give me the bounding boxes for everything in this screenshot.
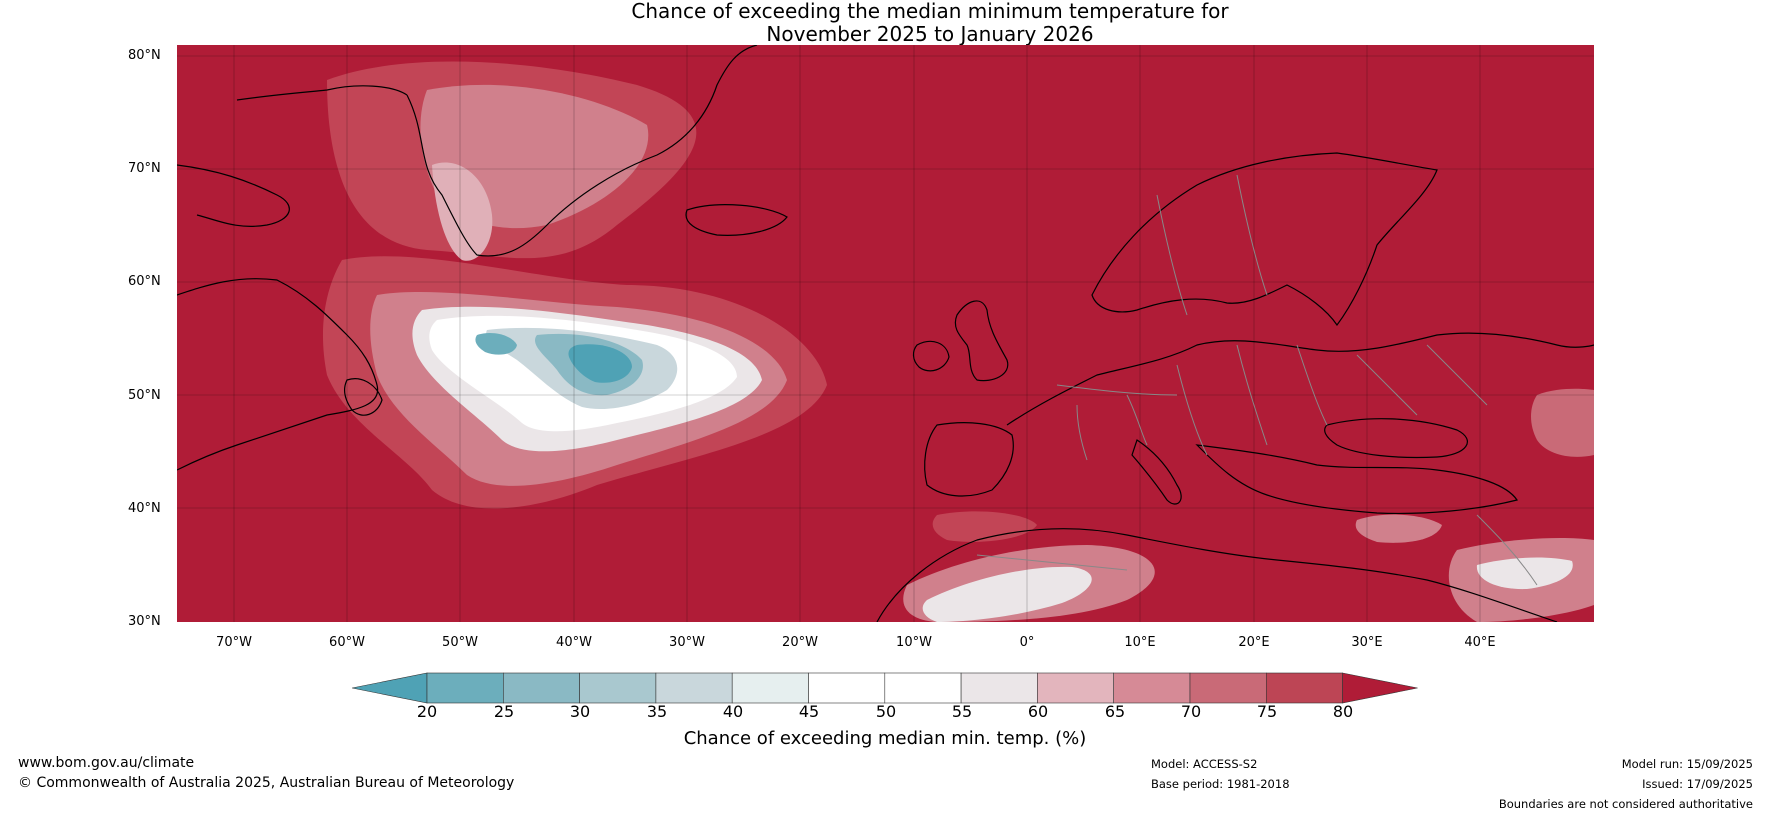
coast-uk [954,300,1009,382]
coast-scandinavia [1091,152,1438,327]
title-line-2: November 2025 to January 2026 [766,22,1094,46]
footer-website: www.bom.gov.au/climate [18,755,195,771]
lon-label-20w: 20°W [782,635,818,650]
lon-label-40e: 40°E [1464,635,1496,650]
lat-label-70n: 70°N [128,161,161,176]
graticule [177,45,1594,622]
coast-balkans-turkey [1195,444,1518,515]
probability-zone-mideast-white [1476,557,1573,590]
colorbar-segment [1037,672,1115,704]
coast-labrador [177,278,379,471]
colorbar [352,672,1418,704]
lon-label-40w: 40°W [556,635,592,650]
coast-iberia [924,422,1014,497]
colorbar-segment [1113,672,1191,704]
coast-black-sea [1324,418,1468,459]
coast-greenland-west [236,85,408,101]
colorbar-tick-75: 75 [1256,702,1278,721]
colorbar-segment [503,672,580,704]
colorbar-tick-65: 65 [1104,702,1126,721]
colorbar-tick-40: 40 [722,702,744,721]
lon-label-70w: 70°W [216,635,252,650]
coast-greenland [406,45,758,257]
coast-europe-mainland [1006,332,1594,426]
lon-label-50w: 50°W [442,635,478,650]
lon-label-30w: 30°W [669,635,705,650]
lon-label-0: 0° [1019,635,1035,650]
colorbar-segment [1189,672,1267,704]
colorbar-tick-80: 80 [1332,702,1354,721]
country-borders [976,174,1538,586]
colorbar-segment [808,672,886,704]
footer-model-run: Model run: 15/09/2025 [1621,757,1753,771]
probability-zone-65 [432,162,493,261]
colorbar-segment [960,672,1038,704]
colorbar-segment [655,672,733,704]
coast-baffin [177,164,290,227]
title-line-1: Chance of exceeding the median minimum t… [631,0,1229,23]
colorbar-tick-30: 30 [569,702,591,721]
coast-iceland [685,204,788,236]
colorbar-tick-45: 45 [798,702,820,721]
colorbar-tick-50: 50 [875,702,897,721]
footer-issued: Issued: 17/09/2025 [1642,777,1753,791]
probability-zone-turkey [1355,514,1442,543]
colorbar-tick-25: 25 [493,702,515,721]
probability-zone-nafrica-white [922,566,1092,622]
coast-newfoundland [343,378,383,416]
colorbar-segment [579,672,657,704]
lat-label-50n: 50°N [128,388,161,403]
lat-label-40n: 40°N [128,501,161,516]
coastlines [177,45,1594,622]
forecast-map [177,45,1594,622]
colorbar-segment [884,672,962,704]
footer-base-period: Base period: 1981-2018 [1151,777,1290,791]
lat-label-80n: 80°N [128,48,161,63]
lat-label-30n: 30°N [128,614,161,629]
coast-north-africa [876,528,1558,622]
lon-label-30e: 30°E [1351,635,1383,650]
colorbar-extend-low [352,672,428,704]
coast-ireland [912,340,950,372]
lat-label-60n: 60°N [128,274,161,289]
colorbar-segment [426,672,504,704]
probability-zone-atlantic-25b [475,333,517,355]
footer-copyright: © Commonwealth of Australia 2025, Austra… [18,775,515,791]
probability-zone-iberia [932,511,1037,542]
colorbar-tick-20: 20 [416,702,438,721]
map-title: Chance of exceeding the median minimum t… [0,0,1770,46]
colorbar-tick-60: 60 [1027,702,1049,721]
probability-zone-caspian [1531,388,1594,457]
lon-label-10w: 10°W [896,635,932,650]
lon-label-60w: 60°W [329,635,365,650]
footer-model: Model: ACCESS-S2 [1151,757,1258,771]
footer-disclaimer: Boundaries are not considered authoritat… [1498,797,1753,811]
map-svg [177,45,1594,622]
probability-zone-atlantic-25 [568,344,632,383]
colorbar-segments [352,672,1418,704]
coast-italy [1131,439,1182,505]
colorbar-segment [1265,672,1343,704]
lon-label-10e: 10°E [1124,635,1156,650]
colorbar-tick-55: 55 [951,702,973,721]
colorbar-tick-35: 35 [646,702,668,721]
lon-label-20e: 20°E [1238,635,1270,650]
colorbar-segment [731,672,809,704]
colorbar-extend-high [1342,672,1418,704]
colorbar-title: Chance of exceeding median min. temp. (%… [683,728,1087,749]
colorbar-tick-70: 70 [1180,702,1202,721]
